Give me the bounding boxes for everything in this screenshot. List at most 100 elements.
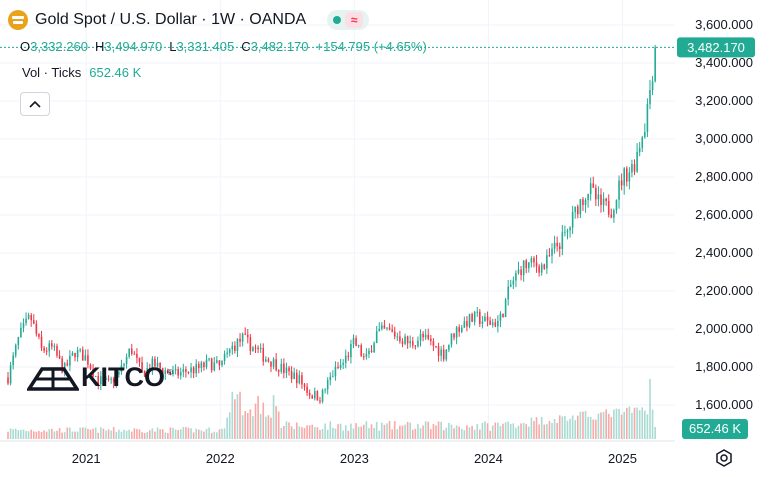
volume-bar <box>442 430 445 439</box>
volume-bar <box>159 429 161 439</box>
candle-body <box>337 366 339 369</box>
candle-body <box>231 345 234 350</box>
candle-body <box>566 230 569 232</box>
volume-bar <box>293 429 295 439</box>
volume-bar <box>414 428 417 439</box>
volume-bar <box>105 430 107 439</box>
candle-body <box>589 183 592 195</box>
candle-body <box>308 392 311 396</box>
y-tick-label: 3,600.000 <box>695 17 753 32</box>
candle-body <box>473 311 476 322</box>
volume-bar <box>102 428 105 439</box>
x-axis[interactable]: 2021 2022 2023 2024 2025 <box>0 440 675 466</box>
symbol-title[interactable]: Gold Spot / U.S. Dollar · 1W · OANDA <box>35 11 307 28</box>
volume-bar <box>92 428 94 439</box>
candle-body <box>414 345 417 347</box>
y-axis[interactable]: 1,600.000 1,800.000 2,000.000 2,200.000 2,40… <box>695 17 753 412</box>
candle-body <box>543 264 546 269</box>
candle-body <box>298 375 301 384</box>
volume-bar <box>368 428 370 439</box>
collapse-legend-button[interactable] <box>20 92 50 116</box>
volume-bar <box>190 428 192 439</box>
candle-body <box>476 311 479 313</box>
candle-body <box>115 374 118 383</box>
candle-body <box>375 331 378 344</box>
volume-bar <box>179 429 182 439</box>
volume-bar <box>314 427 316 439</box>
candle-body <box>293 372 295 379</box>
volume-bar <box>435 425 437 439</box>
y-tick-label: 2,000.000 <box>695 321 753 336</box>
candle-body <box>509 284 512 287</box>
candle-body <box>316 391 319 401</box>
volume-bar <box>133 428 136 439</box>
volume-bar <box>97 432 100 439</box>
candle-body <box>38 333 40 337</box>
candle-body <box>234 345 236 351</box>
volume-bar <box>463 430 466 439</box>
volume-bar <box>87 428 89 439</box>
candle-body <box>556 242 558 247</box>
volume-bar <box>430 429 432 439</box>
candle-body <box>324 389 326 391</box>
volume-bar <box>654 427 656 439</box>
volume-bar <box>290 426 293 439</box>
candle-body <box>460 327 463 332</box>
volume-bar <box>546 424 548 439</box>
volume-bar <box>628 406 631 439</box>
candle-body <box>386 327 388 329</box>
candle-body <box>471 314 473 322</box>
candle-body <box>584 199 587 206</box>
candle-body <box>262 347 265 362</box>
volume-bar <box>566 420 569 439</box>
y-tick-label: 3,000.000 <box>695 131 753 146</box>
candle-body <box>381 325 383 329</box>
volume-bar <box>35 431 38 439</box>
ohlc-change-value: +154.795 (+4.65%) <box>315 39 427 54</box>
candle-body <box>525 260 528 269</box>
volume-bar <box>582 411 584 439</box>
volume-bar <box>288 422 290 439</box>
candle-body <box>551 248 553 256</box>
candle-body <box>633 164 636 172</box>
candle-body <box>499 313 502 321</box>
volume-bar <box>324 423 326 439</box>
candle-body <box>182 369 185 373</box>
volume-bar <box>517 425 520 439</box>
volume-bar <box>257 395 259 439</box>
volume-bar <box>535 417 538 439</box>
volume-bar <box>399 425 401 439</box>
volume-bar <box>48 429 51 439</box>
volume-bar <box>362 424 365 439</box>
volume-bar <box>332 427 334 439</box>
chart-settings-icon[interactable] <box>713 447 735 469</box>
volume-bar <box>295 422 298 439</box>
market-status-pill[interactable]: ≈ <box>327 10 370 30</box>
volume-legend[interactable]: Vol · Ticks 652.46 K <box>22 65 141 80</box>
candle-body <box>138 357 141 363</box>
candle-body <box>314 391 316 399</box>
volume-bar <box>440 421 442 439</box>
volume-bar <box>210 432 213 439</box>
volume-bar <box>272 395 275 439</box>
candle-body <box>625 168 628 182</box>
volume-bar <box>357 426 360 439</box>
market-open-dot-icon <box>333 16 342 24</box>
volume-bar <box>115 431 118 439</box>
candle-body <box>409 341 412 344</box>
ohlc-open-key: O <box>20 39 31 54</box>
volume-bar <box>515 427 517 439</box>
volume-bar <box>226 417 228 439</box>
volume-bar <box>285 421 288 439</box>
candle-body <box>161 368 164 374</box>
volume-bars <box>7 379 656 439</box>
y-tick-label: 3,200.000 <box>695 93 753 108</box>
volume-bar <box>149 430 151 439</box>
candle-body <box>352 338 355 345</box>
candle-body <box>347 355 350 358</box>
registered-mark: ® <box>167 368 173 377</box>
volume-bar <box>499 426 502 439</box>
volume-bar <box>32 431 35 439</box>
candle-body <box>362 356 365 358</box>
